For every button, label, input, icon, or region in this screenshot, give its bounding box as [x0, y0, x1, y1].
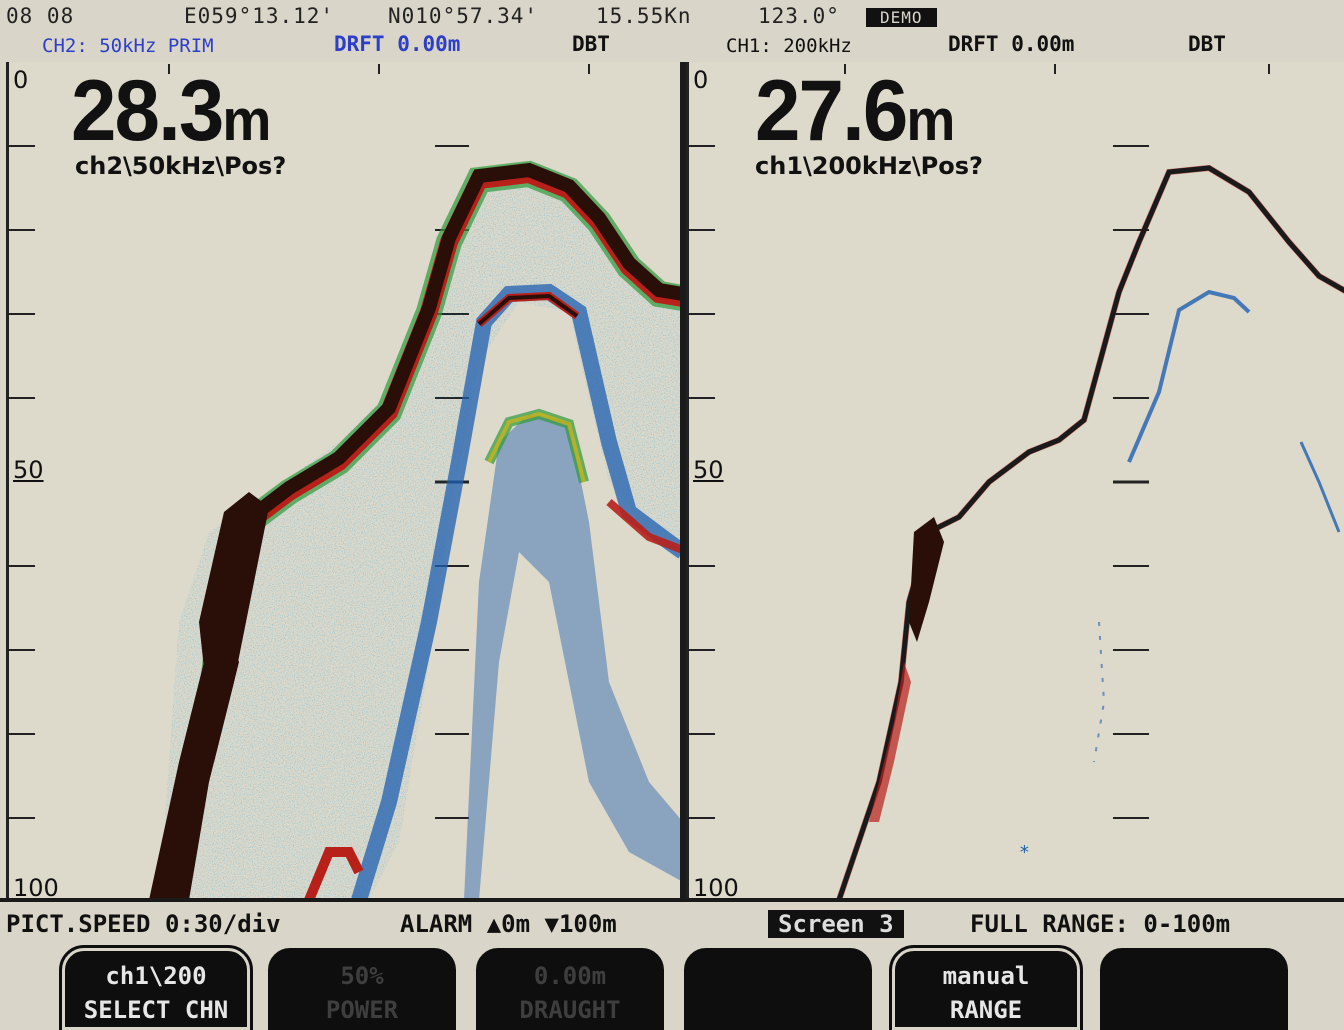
- select-channel-button[interactable]: ch1\200 SELECT CHN: [59, 945, 253, 1030]
- status-bar: PICT.SPEED 0:30/div ALARM ▲0m ▼100m Scre…: [0, 904, 1344, 944]
- nav-status-bar: 08 08 E059°13.12' N010°57.34' 15.55Kn 12…: [0, 0, 1344, 32]
- demo-badge: DEMO: [866, 8, 937, 27]
- scale-mid: 50: [13, 456, 44, 484]
- range-button[interactable]: manual RANGE: [889, 945, 1083, 1030]
- softkey-6[interactable]: [1100, 948, 1288, 1030]
- left-draft: DRFT 0.00m: [334, 32, 461, 56]
- softkey-label: RANGE: [949, 996, 1023, 1024]
- channel-label-right: ch1\200kHz\Pos?: [755, 152, 983, 180]
- power-button[interactable]: 50% POWER: [268, 948, 456, 1030]
- softkey-label: DRAUGHT: [519, 996, 621, 1024]
- channel-header: CH2: 50kHz PRIM DRFT 0.00m DBT CH1: 200k…: [0, 30, 1344, 60]
- heading: 123.0°: [758, 4, 840, 28]
- screen-indicator: Screen 3: [768, 910, 904, 938]
- softkey-value: ch1\200: [105, 962, 207, 990]
- scale-top: 0: [13, 66, 29, 94]
- scale-mid-right: 50: [693, 456, 724, 484]
- scale-bottom: 100: [13, 874, 59, 900]
- latitude: N010°57.34': [388, 4, 539, 28]
- depth-unit: m: [906, 88, 955, 153]
- softkey-value: 0.00m: [533, 962, 607, 990]
- ship-speed: 15.55Kn: [596, 4, 692, 28]
- softkey-value: 50%: [340, 962, 384, 990]
- picture-speed: PICT.SPEED 0:30/div: [6, 910, 281, 938]
- left-depth-ref: DBT: [572, 32, 610, 56]
- draught-button[interactable]: 0.00m DRAUGHT: [476, 948, 664, 1030]
- softkey-label: SELECT CHN: [83, 996, 229, 1024]
- channel-label-left: ch2\50kHz\Pos?: [75, 152, 287, 180]
- panel-divider: [680, 62, 686, 900]
- echogram-right-plot: *: [689, 64, 1344, 900]
- depth-value: 27.6: [755, 63, 908, 159]
- right-draft: DRFT 0.00m: [948, 32, 1075, 56]
- svg-text:*: *: [1019, 842, 1030, 863]
- softkey-4[interactable]: [684, 948, 872, 1030]
- right-depth-ref: DBT: [1188, 32, 1226, 56]
- scale-top-right: 0: [693, 66, 709, 94]
- depth-readout-right: 27.6m: [755, 68, 955, 154]
- echogram-right[interactable]: * 0 50 100 27.6m ch1\200kHz\Pos?: [686, 62, 1344, 900]
- longitude: E059°13.12': [184, 4, 335, 28]
- depth-value: 28.3: [71, 63, 224, 159]
- frame-bottom: [0, 898, 1344, 902]
- softkey-value: manual: [942, 962, 1030, 990]
- scale-bottom-right: 100: [693, 874, 739, 900]
- clock: 08 08: [6, 4, 75, 28]
- alarm-range: ALARM ▲0m ▼100m: [400, 910, 617, 938]
- depth-unit: m: [222, 88, 271, 153]
- echogram-left-plot: [9, 64, 683, 900]
- echogram-left[interactable]: 0 50 100 28.3m ch2\50kHz\Pos?: [6, 62, 683, 900]
- left-channel-info: CH2: 50kHz PRIM: [42, 35, 214, 57]
- full-range: FULL RANGE: 0-100m: [970, 910, 1231, 938]
- right-channel-info: CH1: 200kHz: [726, 35, 852, 57]
- depth-readout-left: 28.3m: [71, 68, 271, 154]
- softkey-label: POWER: [325, 996, 399, 1024]
